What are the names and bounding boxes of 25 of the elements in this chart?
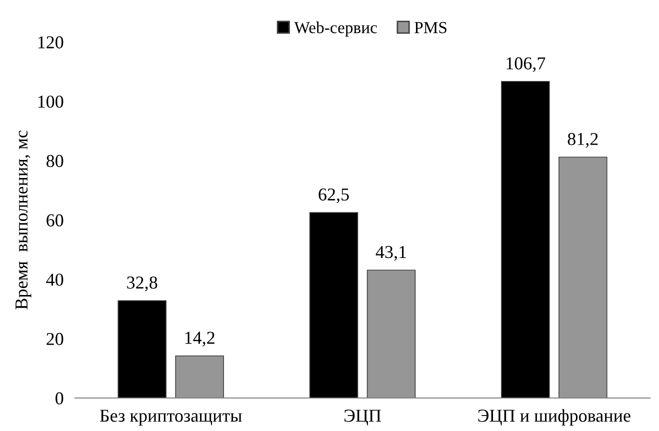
bar — [118, 300, 166, 398]
x-tick-label: ЭЦП — [344, 410, 381, 426]
bar — [501, 81, 550, 398]
data-label: 106,7 — [506, 57, 546, 72]
y-tick-label: 20 — [46, 332, 64, 346]
data-label: 81,2 — [568, 132, 598, 148]
data-label: 32,8 — [127, 276, 158, 292]
y-tick-label: 80 — [46, 154, 64, 168]
data-label: 62,5 — [318, 188, 349, 204]
legend-label: PMS — [414, 22, 446, 34]
legend-label: Web-сервис — [294, 22, 377, 37]
y-tick-label: 40 — [46, 274, 64, 286]
y-axis-title: Время выполнения, мс — [16, 130, 32, 310]
bar — [366, 270, 416, 398]
y-tick-label: 60 — [46, 214, 64, 226]
y-tick-label: 100 — [38, 96, 64, 108]
y-tick-label: 0 — [56, 392, 64, 404]
bar — [558, 156, 608, 398]
x-tick-label: Без криптозащиты — [100, 410, 242, 426]
data-label: 43,1 — [376, 246, 406, 261]
bar — [175, 355, 224, 398]
y-tick-label: 120 — [38, 36, 64, 48]
data-label: 14,2 — [185, 332, 214, 346]
bar — [309, 212, 358, 398]
x-tick-label: ЭЦП и шифрование — [478, 409, 630, 426]
